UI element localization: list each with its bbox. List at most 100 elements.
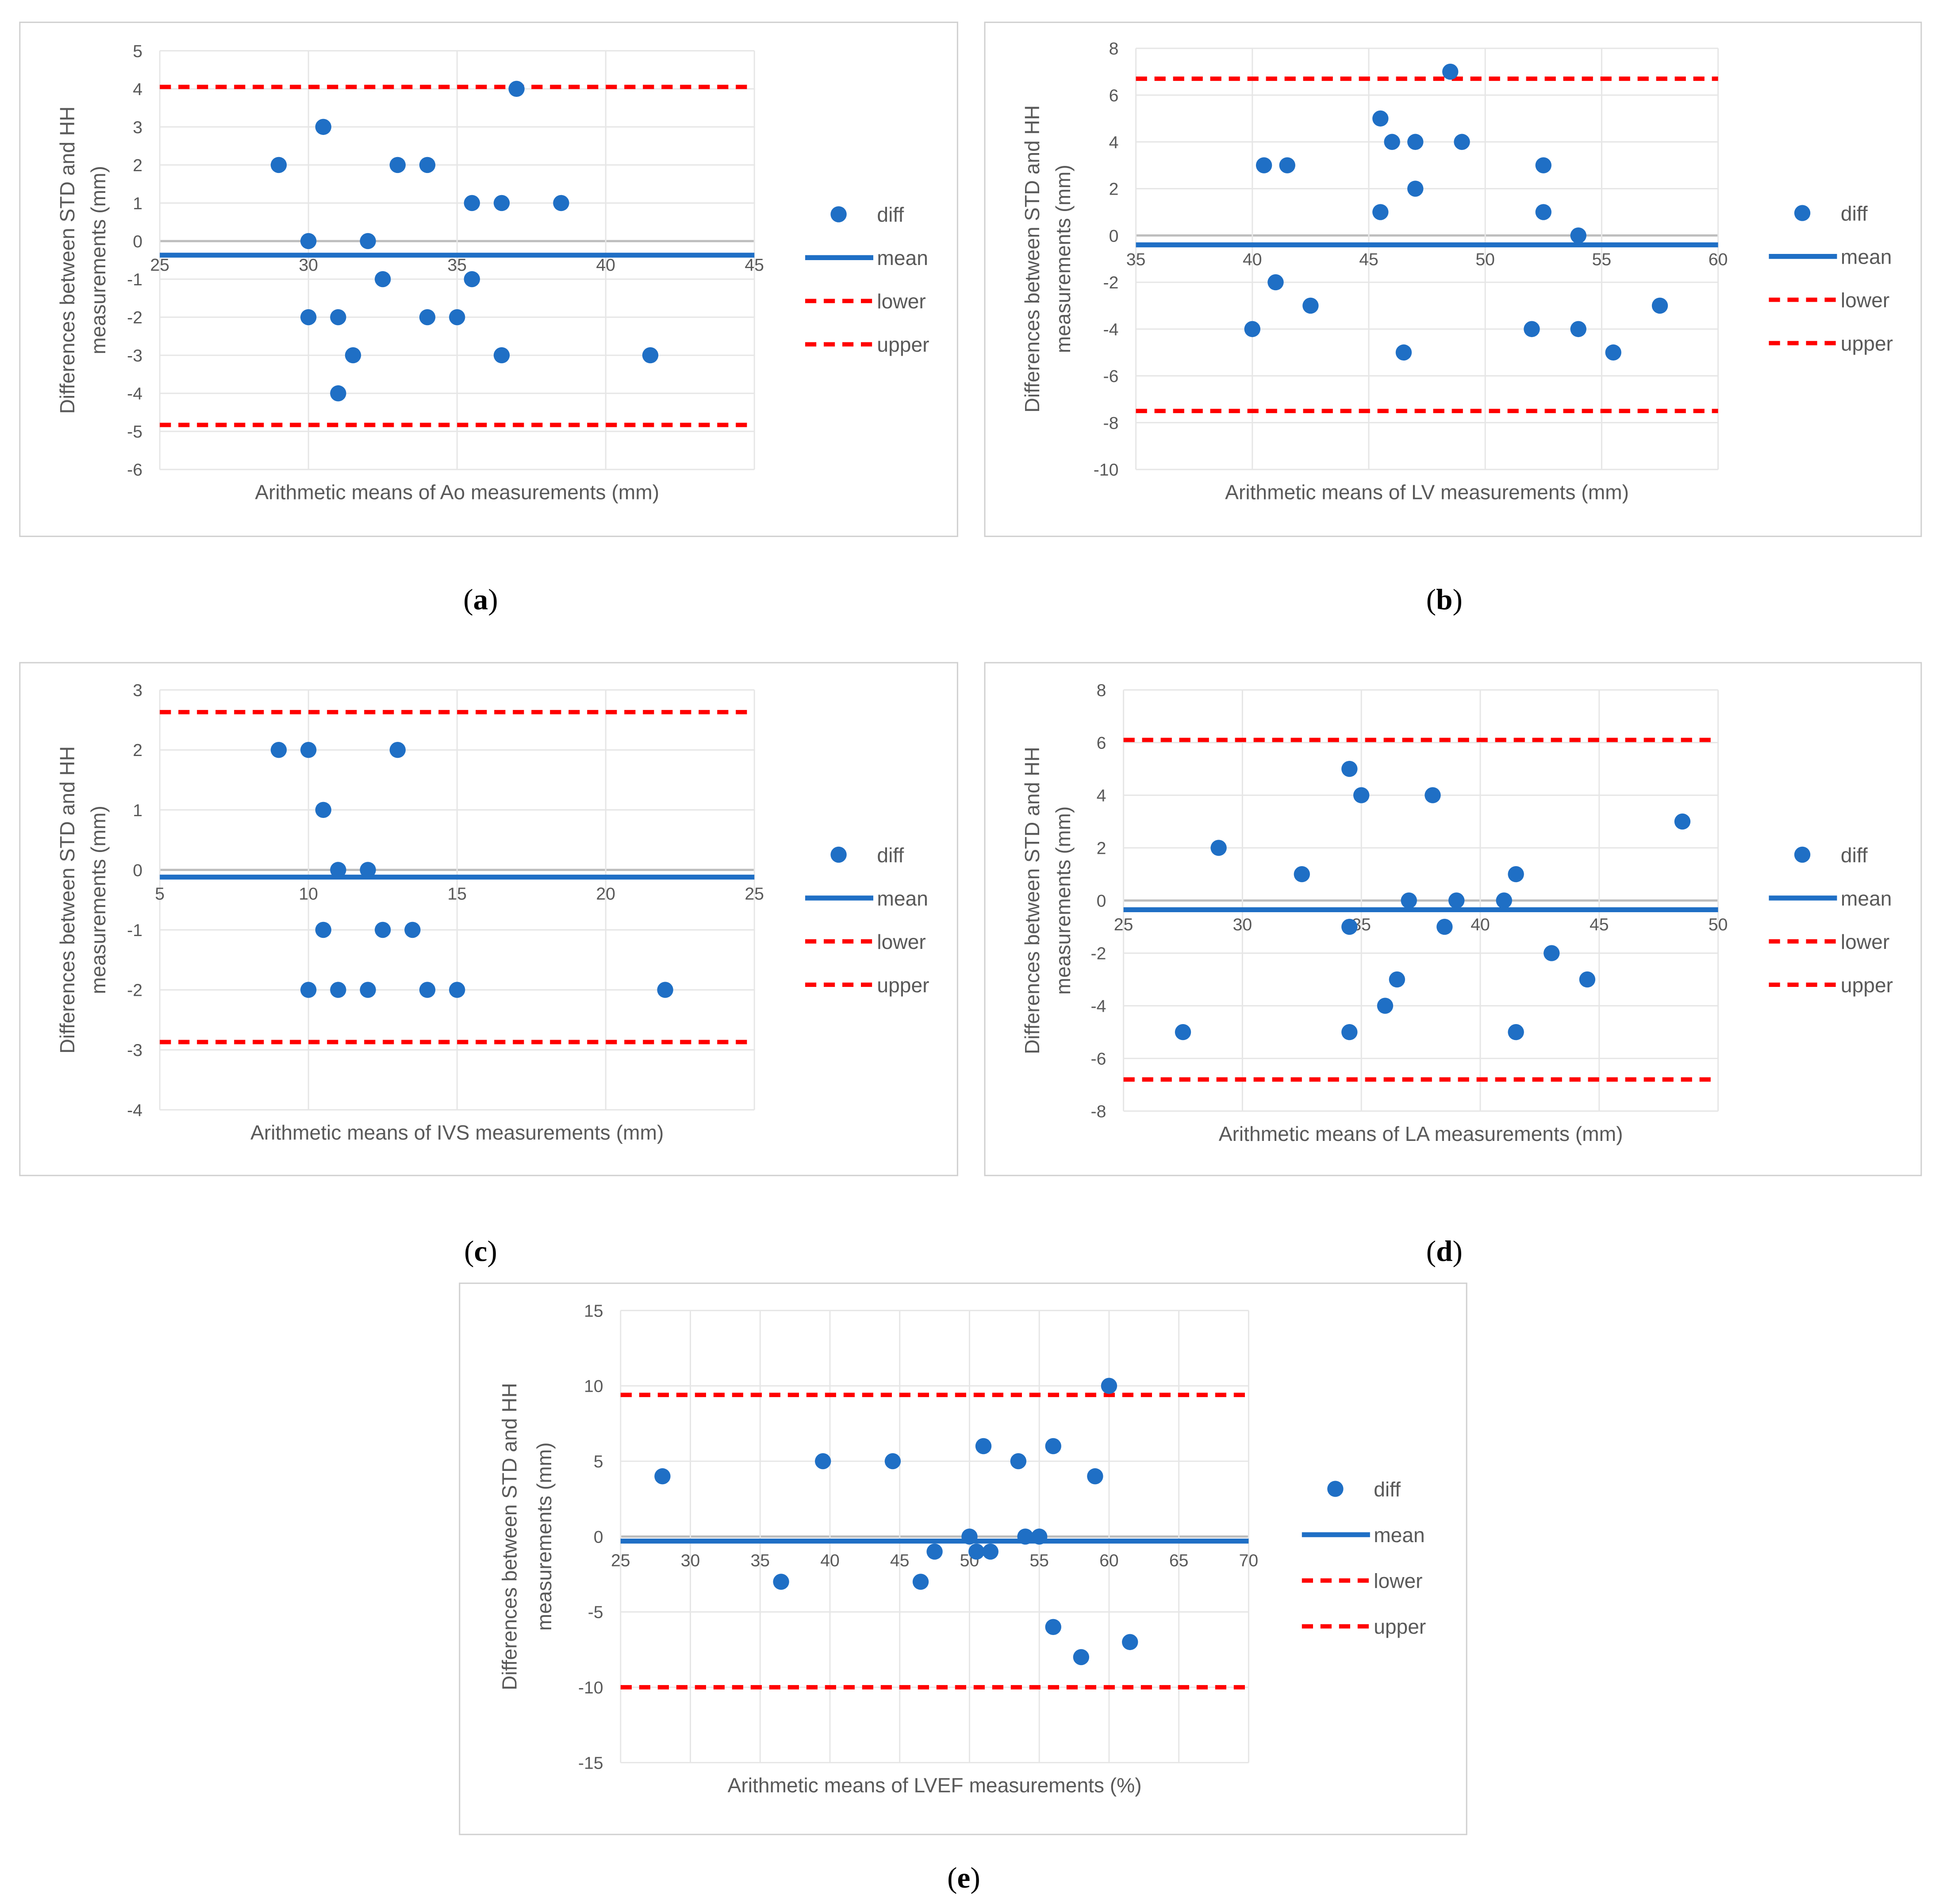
x-tick-label: 5 <box>155 885 165 904</box>
data-point <box>1372 204 1389 220</box>
legend-label-diff: diff <box>1374 1478 1401 1501</box>
x-tick-label: 30 <box>1233 915 1252 934</box>
data-point <box>1395 344 1412 361</box>
x-tick-label: 15 <box>447 885 467 904</box>
legend-label-lower: lower <box>1841 288 1889 311</box>
x-tick-label: 40 <box>1243 250 1262 269</box>
x-tick-label: 10 <box>299 885 318 904</box>
x-tick-label: 40 <box>820 1551 840 1570</box>
data-point <box>1454 134 1470 150</box>
data-point <box>1010 1453 1027 1470</box>
legend-label-upper: upper <box>877 333 929 356</box>
data-point <box>1210 840 1227 856</box>
y-axis-title: Differences between STD and HH <box>1021 747 1044 1054</box>
data-point <box>982 1543 998 1560</box>
x-tick-label: 45 <box>890 1551 910 1570</box>
y-tick-label: 0 <box>594 1528 603 1547</box>
x-tick-label: 25 <box>745 885 764 904</box>
data-point <box>1087 1468 1103 1485</box>
y-axis-title: measurements (mm) <box>533 1442 556 1631</box>
data-point <box>300 742 317 758</box>
data-point <box>968 1543 985 1560</box>
y-axis-title: measurements (mm) <box>1052 806 1075 995</box>
data-point <box>553 195 569 211</box>
panel-caption: (a) <box>463 583 498 616</box>
data-point <box>315 802 331 818</box>
y-tick-label: -1 <box>127 921 142 940</box>
y-tick-label: 4 <box>1097 787 1106 806</box>
data-point <box>300 982 317 998</box>
x-tick-label: 55 <box>1592 250 1612 269</box>
data-point <box>1244 321 1260 338</box>
x-tick-label: 35 <box>750 1551 770 1570</box>
y-tick-label: 6 <box>1097 734 1106 753</box>
chart-panel-c: -4 -3 -2 -1 0 1 2 3 5 10 15 20 25 Arithmetic means of… <box>19 662 958 1267</box>
data-point <box>1045 1438 1061 1455</box>
x-tick-label: 60 <box>1709 250 1728 269</box>
y-tick-label: 6 <box>1109 86 1119 105</box>
y-tick-label: 3 <box>133 681 142 700</box>
data-point <box>1508 1024 1524 1040</box>
legend-label-upper: upper <box>1841 974 1893 997</box>
data-point <box>1267 274 1284 291</box>
data-point <box>330 862 346 878</box>
legend-marker-diff <box>1794 846 1811 863</box>
y-tick-label: 8 <box>1097 681 1106 700</box>
y-tick-label: -6 <box>1103 367 1119 386</box>
legend-label-mean: mean <box>877 246 928 269</box>
y-tick-label: 10 <box>584 1377 603 1396</box>
data-point <box>300 309 317 326</box>
data-point <box>1045 1619 1061 1635</box>
data-point <box>330 982 346 998</box>
legend-marker-diff <box>1327 1481 1344 1497</box>
data-point <box>1535 157 1551 173</box>
data-point <box>961 1528 978 1545</box>
x-tick-label: 40 <box>1471 915 1490 934</box>
legend-marker-diff <box>1794 205 1811 221</box>
x-tick-label: 35 <box>1126 250 1146 269</box>
data-point <box>389 157 406 173</box>
data-point <box>1407 134 1424 150</box>
data-point <box>1425 787 1441 803</box>
y-tick-label: -4 <box>127 384 142 403</box>
chart-panel-b: -10 -8 -6 -4 -2 0 2 4 6 8 35 40 45 50 55 60 Arithmetic m… <box>984 21 1922 616</box>
x-tick-label: 55 <box>1029 1551 1049 1570</box>
data-point <box>1605 344 1621 361</box>
y-tick-label: 0 <box>133 232 142 251</box>
y-tick-label: 4 <box>1109 133 1119 152</box>
legend-label-upper: upper <box>1374 1615 1426 1638</box>
data-point <box>1372 110 1389 127</box>
legend-label-mean: mean <box>1841 245 1892 268</box>
data-point <box>1341 760 1358 777</box>
x-tick-label: 25 <box>611 1551 630 1570</box>
data-point <box>419 157 436 173</box>
y-tick-label: -8 <box>1091 1102 1106 1121</box>
data-point <box>1579 971 1596 988</box>
panel-caption: (b) <box>1426 583 1463 616</box>
data-point <box>1073 1649 1090 1666</box>
y-tick-label: 1 <box>133 801 142 820</box>
data-point <box>1384 134 1400 150</box>
data-point <box>419 982 436 998</box>
data-point <box>375 271 391 288</box>
legend-label-diff: diff <box>877 844 904 867</box>
data-point <box>389 742 406 758</box>
x-tick-label: 70 <box>1239 1551 1259 1570</box>
y-tick-label: 4 <box>133 80 142 99</box>
data-point <box>1535 204 1551 220</box>
y-tick-label: -10 <box>1094 461 1119 480</box>
data-point <box>375 921 391 938</box>
data-point <box>642 347 659 364</box>
y-tick-label: -4 <box>127 1101 142 1120</box>
x-tick-label: 25 <box>150 256 169 275</box>
data-point <box>1175 1024 1191 1040</box>
legend-marker-diff <box>830 206 847 223</box>
data-point <box>1031 1528 1048 1545</box>
data-point <box>1294 866 1310 883</box>
data-point <box>1407 180 1424 197</box>
x-tick-label: 65 <box>1169 1551 1189 1570</box>
x-tick-label: 40 <box>596 256 615 275</box>
